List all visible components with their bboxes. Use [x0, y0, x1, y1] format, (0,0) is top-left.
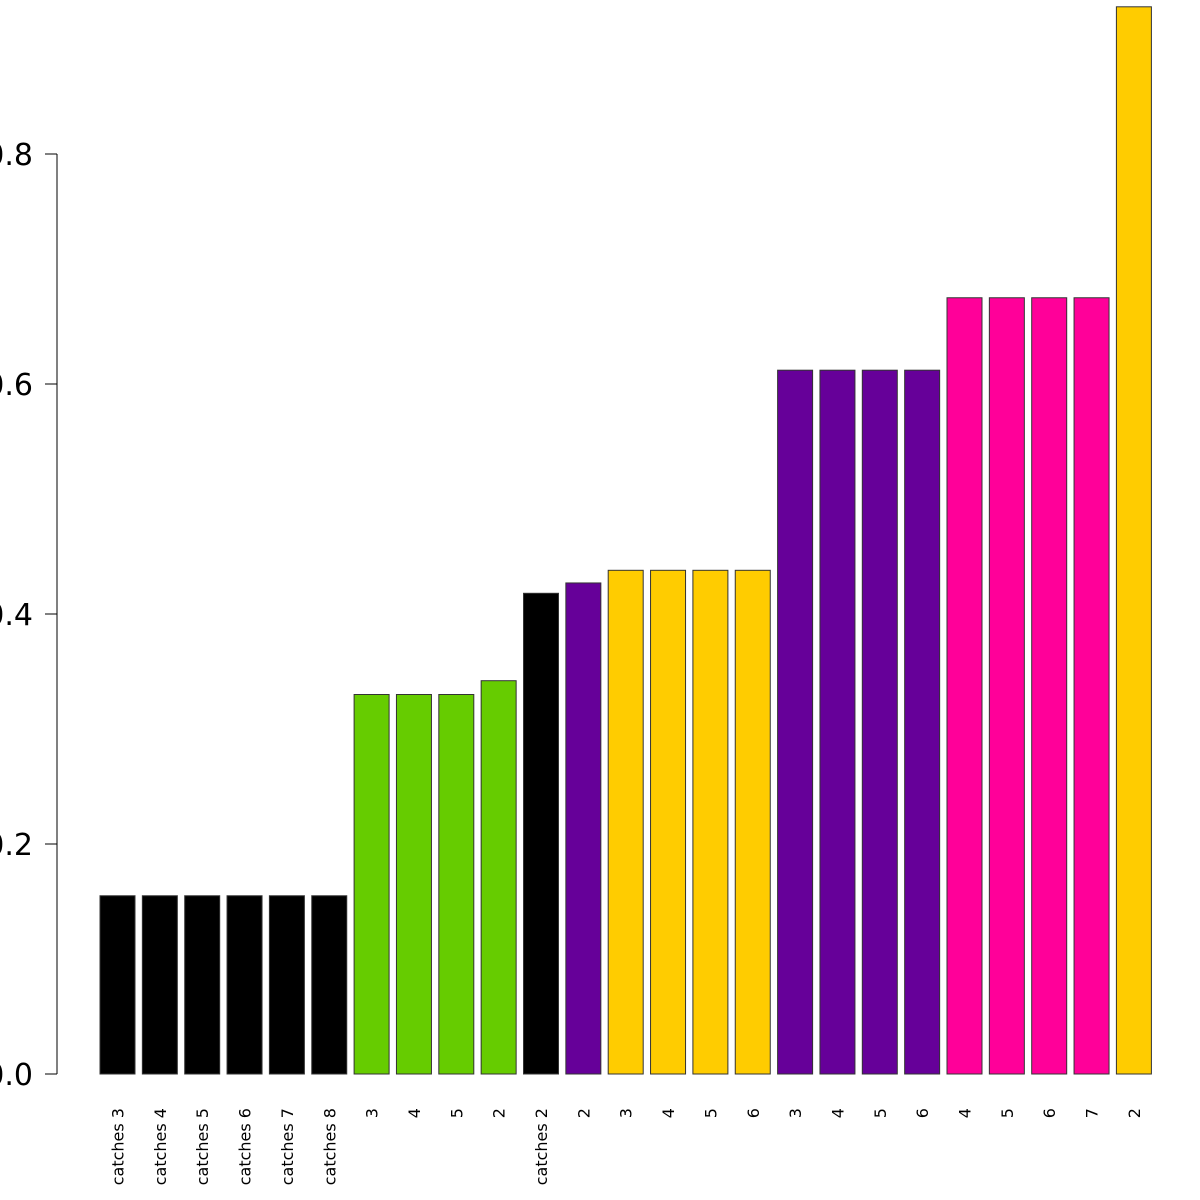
x-tick-label: catches 6 — [236, 1108, 255, 1185]
x-tick-label: 3 — [617, 1108, 636, 1118]
bar — [523, 592, 559, 1075]
bar — [607, 569, 644, 1075]
bar — [268, 895, 305, 1075]
bar — [777, 369, 814, 1075]
y-tick-label: 0.6 — [0, 368, 33, 403]
bar — [226, 895, 263, 1075]
bar — [1115, 6, 1152, 1075]
x-tick-label: 6 — [1040, 1108, 1059, 1118]
x-tick-labels: catches 3 catches 4 catches 5 catches 6 catc… — [109, 1108, 1144, 1185]
bar — [141, 895, 178, 1075]
bars-group — [99, 6, 1152, 1075]
x-tick-label: 6 — [913, 1108, 932, 1118]
bar — [734, 569, 771, 1075]
x-tick-label: 2 — [1125, 1108, 1144, 1118]
x-tick-label: 5 — [998, 1108, 1017, 1118]
bar — [99, 895, 136, 1075]
x-tick-label: 5 — [701, 1108, 720, 1118]
y-tick-label: 0.2 — [0, 828, 33, 863]
bar — [1031, 297, 1068, 1075]
bar — [692, 569, 729, 1075]
bar — [353, 694, 390, 1075]
x-tick-label: 4 — [405, 1108, 424, 1118]
bar — [1073, 297, 1110, 1075]
x-tick-label: catches 5 — [193, 1108, 212, 1185]
y-tick-label: 0.0 — [0, 1058, 33, 1093]
bar — [946, 297, 983, 1075]
bar — [480, 680, 517, 1075]
x-tick-label: 4 — [956, 1108, 975, 1118]
x-tick-label: catches 7 — [278, 1108, 297, 1185]
x-tick-label: 7 — [1083, 1108, 1102, 1118]
x-tick-label: 4 — [828, 1108, 847, 1118]
x-tick-label: catches 8 — [320, 1108, 339, 1185]
bar — [904, 369, 941, 1075]
x-tick-label: 2 — [574, 1108, 593, 1118]
y-tick-label: 0.8 — [0, 138, 33, 173]
x-tick-label: catches 2 — [532, 1108, 551, 1185]
bar — [988, 297, 1025, 1075]
x-tick-label: 2 — [490, 1108, 509, 1118]
y-axis: 0.0 0.2 0.4 0.6 0.8 — [0, 138, 58, 1093]
bar — [438, 694, 475, 1075]
x-tick-label: 6 — [744, 1108, 763, 1118]
x-tick-label: 5 — [871, 1108, 890, 1118]
y-tick-label: 0.4 — [0, 598, 33, 633]
bar — [861, 369, 898, 1075]
x-tick-label: catches 3 — [109, 1108, 128, 1185]
x-tick-label: 3 — [786, 1108, 805, 1118]
x-tick-label: 3 — [363, 1108, 382, 1118]
bar — [311, 895, 348, 1075]
bar — [650, 569, 687, 1075]
bar — [565, 582, 602, 1075]
bar — [395, 694, 432, 1075]
x-tick-label: catches 4 — [151, 1108, 170, 1185]
x-tick-label: 5 — [447, 1108, 466, 1118]
x-tick-label: 4 — [659, 1108, 678, 1118]
bar — [184, 895, 221, 1075]
bar — [819, 369, 856, 1075]
